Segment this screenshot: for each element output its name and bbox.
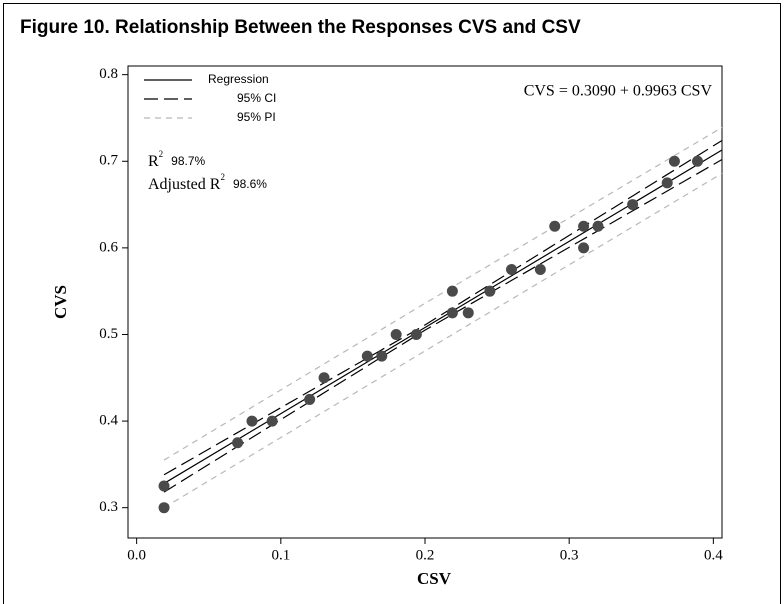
plot-frame xyxy=(127,65,723,539)
legend-label: Regression xyxy=(208,72,269,86)
point xyxy=(484,285,496,297)
annotation-sup: 2 xyxy=(159,149,164,159)
annotation: Adjusted R2 98.6% xyxy=(148,172,267,193)
annotation-value: 98.7% xyxy=(171,154,205,168)
point xyxy=(549,220,561,232)
y-tick-label: 0.4 xyxy=(99,413,118,429)
point xyxy=(266,415,278,427)
equation: CVS = 0.3090 + 0.9963 CSV xyxy=(524,83,713,100)
fit-line xyxy=(163,149,723,484)
y-tick-label: 0.3 xyxy=(99,499,118,515)
x-tick-label: 0.4 xyxy=(704,547,723,563)
point xyxy=(304,393,316,405)
annotation-sup: 2 xyxy=(220,172,225,182)
fit-line xyxy=(163,126,723,461)
x-tick-label: 0.0 xyxy=(127,547,146,563)
point xyxy=(627,199,639,211)
point xyxy=(668,155,680,167)
x-axis-label: CSV xyxy=(417,569,452,588)
point xyxy=(158,480,170,492)
point xyxy=(158,502,170,514)
point xyxy=(578,242,590,254)
y-axis-label: CVS xyxy=(51,285,70,319)
point xyxy=(318,372,330,384)
point xyxy=(232,437,244,449)
annotation: R2 98.7% xyxy=(148,149,206,170)
point xyxy=(462,307,474,319)
point xyxy=(410,328,422,340)
point xyxy=(691,155,703,167)
annotation-text: Adjusted R xyxy=(148,176,221,193)
x-tick-label: 0.1 xyxy=(271,547,290,563)
y-tick-label: 0.8 xyxy=(99,66,118,82)
point xyxy=(246,415,258,427)
annotation-value: 98.6% xyxy=(233,177,267,191)
point xyxy=(506,264,518,276)
y-tick-label: 0.7 xyxy=(99,153,118,169)
point xyxy=(534,264,546,276)
point xyxy=(376,350,388,362)
fit-line xyxy=(163,159,723,493)
chart-title: Figure 10. Relationship Between the Resp… xyxy=(20,17,581,38)
annotation-text: R xyxy=(148,153,159,170)
legend-label: 95% PI xyxy=(237,110,276,124)
x-tick-label: 0.3 xyxy=(560,547,579,563)
point xyxy=(446,307,458,319)
x-tick-label: 0.2 xyxy=(416,547,435,563)
point xyxy=(578,220,590,232)
fit-line xyxy=(163,172,723,509)
figure-frame xyxy=(3,3,781,604)
y-tick-label: 0.5 xyxy=(99,326,118,342)
point xyxy=(661,177,673,189)
point xyxy=(446,285,458,297)
point xyxy=(361,350,373,362)
point xyxy=(592,220,604,232)
y-tick-label: 0.6 xyxy=(99,239,118,255)
point xyxy=(390,328,402,340)
legend-label: 95% CI xyxy=(237,91,276,105)
